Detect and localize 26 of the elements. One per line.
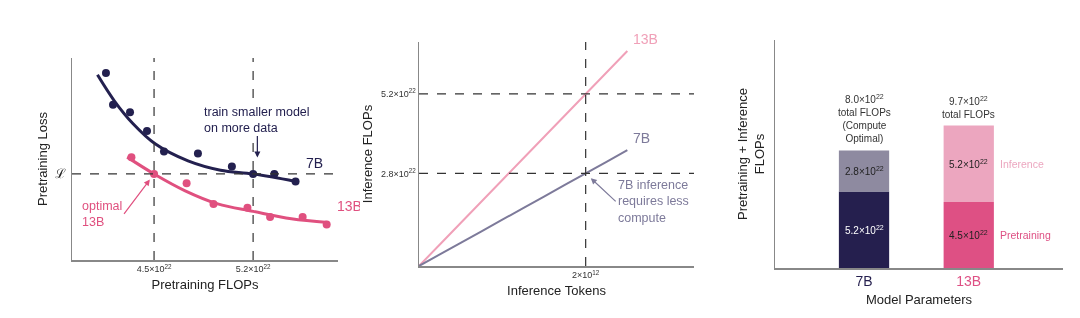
series-label: Pretraining: [1000, 229, 1051, 241]
x-tick-label: 2×10$^{12}$: [572, 268, 600, 281]
annotation: 7B inference requires less compute: [618, 178, 689, 225]
x-tick-label: 4.5×10$^{22}$: [136, 262, 172, 275]
x-tick-label: 13B: [956, 273, 982, 290]
annotation: optimal 13B: [82, 199, 123, 230]
data-label: 4.5×10$^{22}$: [949, 229, 988, 242]
y-axis-title: Inference FLOPs: [360, 104, 375, 204]
series-label: Inference: [1000, 158, 1044, 170]
ref-line-label: ℒ: [55, 166, 66, 181]
x-axis-title: Pretraining FLOPs: [151, 276, 259, 292]
x-axis-title: Inference Tokens: [507, 282, 607, 298]
x-tick-label: 7B: [855, 273, 873, 290]
data-label: 2.8×10$^{22}$: [845, 165, 884, 178]
series-label: 13B: [633, 31, 658, 47]
total-label: 9.7×10$^{22}$ total FLOPs: [942, 95, 995, 121]
x-tick-label: 5.2×10$^{22}$: [235, 262, 271, 275]
total-label: 8.0×10$^{22}$ total FLOPs (Compute Optimal): [838, 93, 891, 145]
data-label: 5.2×10$^{22}$: [845, 224, 884, 237]
series-label: 7B: [633, 130, 651, 146]
y-axis-title: Pretraining Loss: [34, 111, 50, 206]
y-axis-title: Pretraining + Inference FLOPs: [734, 88, 767, 220]
annotation: train smaller model on more data: [204, 105, 310, 136]
data-label: 5.2×10$^{22}$: [949, 158, 988, 171]
x-axis-title: Model Parameters: [865, 291, 973, 307]
series-label: 7B: [306, 155, 324, 171]
